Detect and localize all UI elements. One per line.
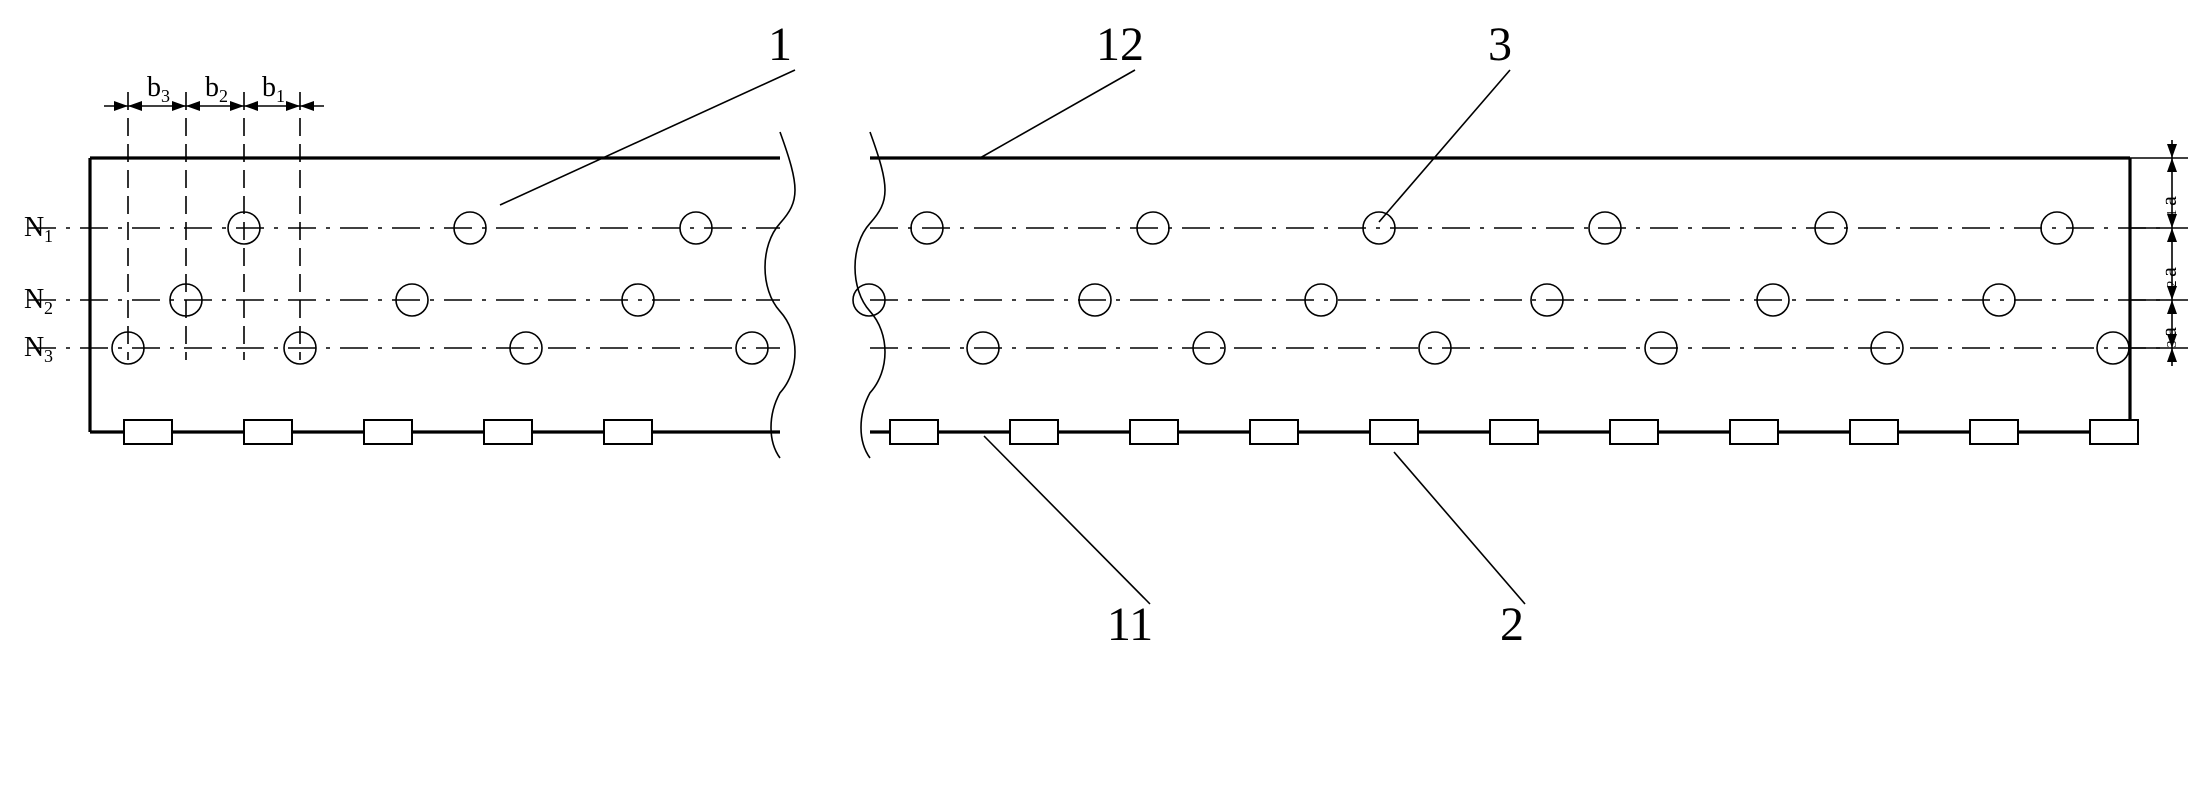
dim-b1-sub: 1 bbox=[276, 86, 285, 106]
tab-rect-0 bbox=[124, 420, 172, 444]
leader-c12 bbox=[980, 70, 1135, 158]
dim-arrow bbox=[2167, 286, 2177, 300]
dim-arrow bbox=[2167, 300, 2177, 314]
tab-rect-1 bbox=[244, 420, 292, 444]
tab-rect-7 bbox=[1130, 420, 1178, 444]
leader-c1 bbox=[500, 70, 795, 205]
dim-arrow bbox=[2167, 158, 2177, 172]
break-line-right bbox=[855, 132, 885, 458]
row-label-N3: N bbox=[24, 332, 44, 363]
tab-rect-12 bbox=[1730, 420, 1778, 444]
dim-a2-label: a bbox=[2156, 267, 2181, 277]
break-line-left bbox=[765, 132, 795, 458]
tab-rect-6 bbox=[1010, 420, 1058, 444]
dim-arrow bbox=[2167, 144, 2177, 158]
tab-rect-10 bbox=[1490, 420, 1538, 444]
tab-rect-4 bbox=[604, 420, 652, 444]
dim-arrow bbox=[300, 101, 314, 111]
callout-c11: 11 bbox=[1107, 598, 1153, 651]
tab-rect-5 bbox=[890, 420, 938, 444]
row-label-N1: N bbox=[24, 212, 44, 243]
tab-rect-11 bbox=[1610, 420, 1658, 444]
dim-arrow bbox=[230, 101, 244, 111]
dim-arrow bbox=[244, 101, 258, 111]
callout-c2: 2 bbox=[1500, 598, 1524, 651]
dim-arrow bbox=[128, 101, 142, 111]
tab-rect-2 bbox=[364, 420, 412, 444]
row-label-N3-sub: 3 bbox=[44, 346, 53, 366]
dim-arrow bbox=[2167, 214, 2177, 228]
tab-rect-14 bbox=[1970, 420, 2018, 444]
tab-rect-3 bbox=[484, 420, 532, 444]
row-label-N1-sub: 1 bbox=[44, 226, 53, 246]
tab-rect-15 bbox=[2090, 420, 2138, 444]
dim-arrow bbox=[186, 101, 200, 111]
dim-arrow bbox=[172, 101, 186, 111]
tab-rect-8 bbox=[1250, 420, 1298, 444]
leader-c2 bbox=[1394, 452, 1525, 604]
dim-arrow bbox=[2167, 348, 2177, 362]
leader-c11 bbox=[984, 436, 1150, 604]
tab-rect-9 bbox=[1370, 420, 1418, 444]
dim-arrow bbox=[2167, 228, 2177, 242]
dim-arrow bbox=[114, 101, 128, 111]
callout-c12: 12 bbox=[1096, 18, 1144, 71]
dim-b2-label: b bbox=[205, 72, 219, 103]
callout-c3: 3 bbox=[1488, 18, 1512, 71]
leader-c3 bbox=[1379, 70, 1510, 222]
callout-c1: 1 bbox=[768, 18, 792, 71]
tab-rect-13 bbox=[1850, 420, 1898, 444]
dim-b3-label: b bbox=[147, 72, 161, 103]
dim-b1-label: b bbox=[262, 72, 276, 103]
dim-a1-label: a bbox=[2156, 196, 2181, 206]
dim-arrow bbox=[286, 101, 300, 111]
dim-b2-sub: 2 bbox=[219, 86, 228, 106]
row-label-N2: N bbox=[24, 284, 44, 315]
row-label-N2-sub: 2 bbox=[44, 298, 53, 318]
dim-b3-sub: 3 bbox=[161, 86, 170, 106]
